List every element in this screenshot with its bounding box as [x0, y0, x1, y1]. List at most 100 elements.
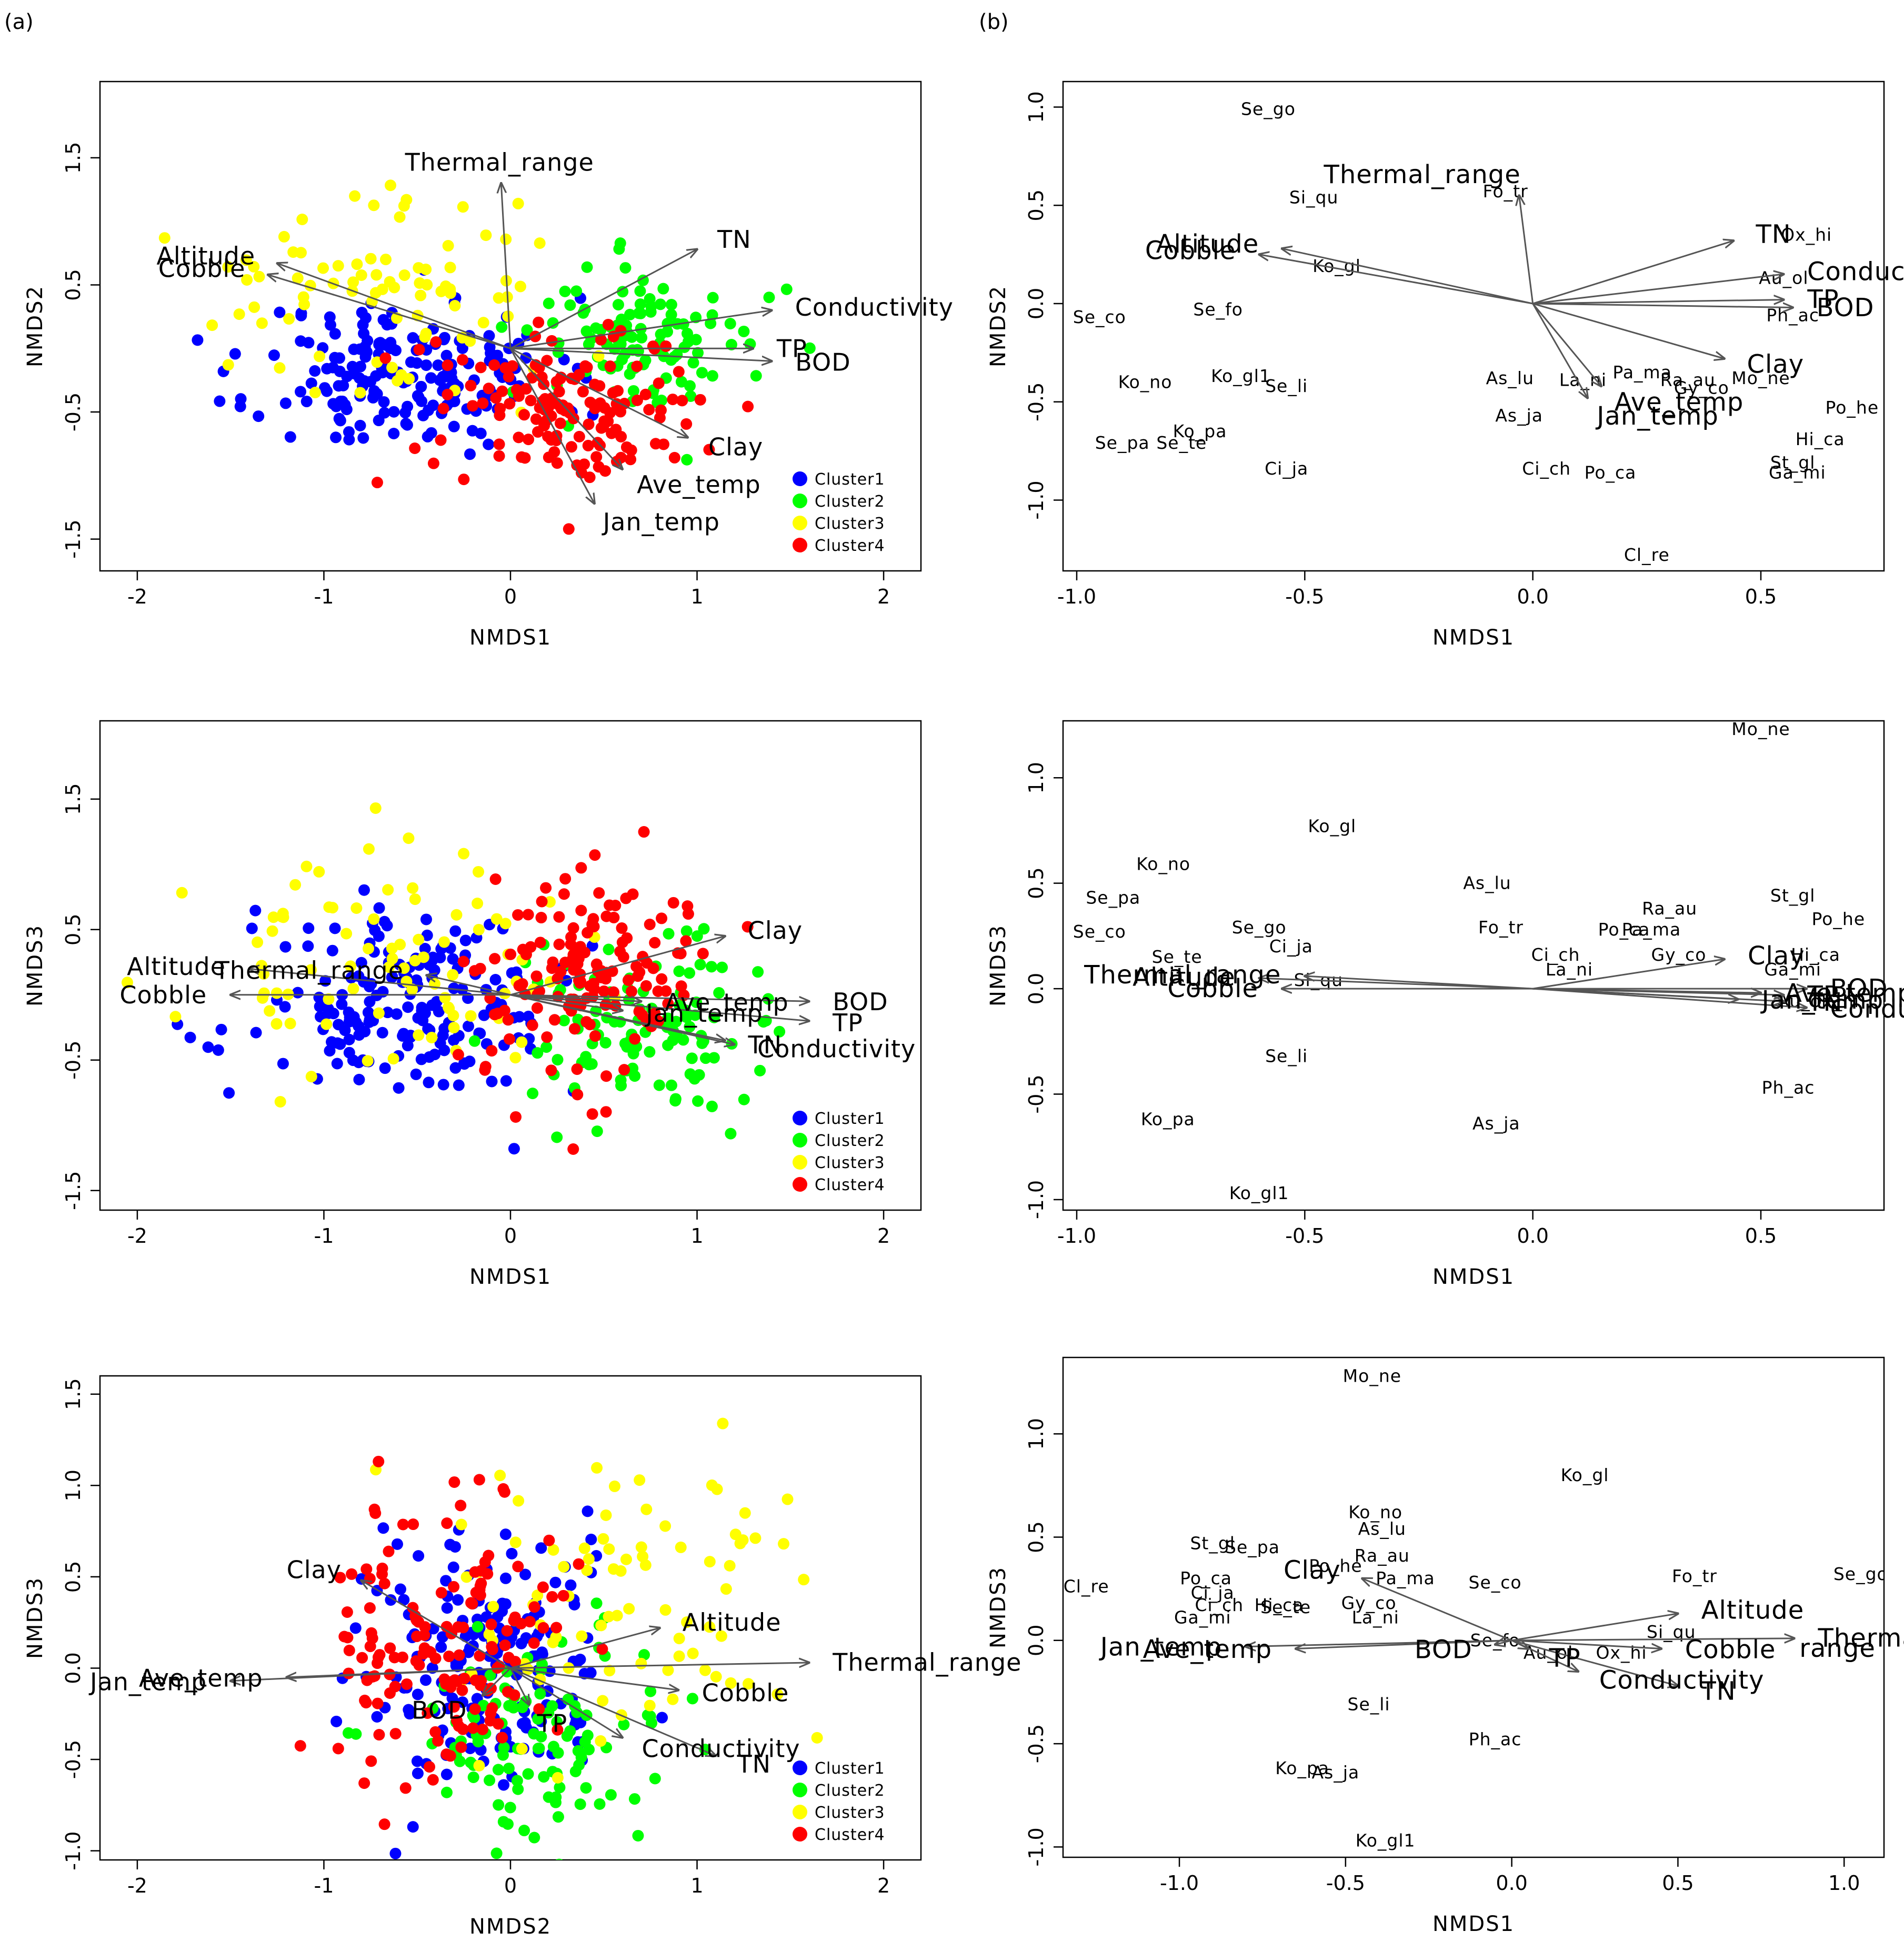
point-cluster4 — [367, 1671, 379, 1683]
point-cluster3 — [388, 281, 400, 294]
species-label-ox-hi: Ox_hi — [1808, 991, 1859, 1011]
point-cluster2 — [665, 309, 677, 321]
vector-tn — [510, 249, 697, 349]
y-tick-label: 0.5 — [62, 1561, 85, 1593]
point-cluster4 — [409, 442, 421, 454]
point-cluster1 — [335, 395, 347, 407]
point-cluster3 — [512, 197, 524, 209]
point-cluster3 — [444, 261, 456, 274]
point-cluster1 — [377, 1522, 389, 1534]
point-cluster4 — [541, 1031, 553, 1043]
point-cluster3 — [368, 199, 380, 212]
y-tick-label: -1.5 — [62, 520, 85, 559]
point-cluster2 — [662, 326, 674, 338]
point-cluster1 — [246, 922, 258, 934]
species-label-au-ol: Au_ol — [1759, 267, 1808, 288]
point-cluster2 — [686, 1693, 698, 1705]
point-cluster2 — [581, 261, 593, 273]
legend-label-cluster3: Cluster3 — [815, 515, 885, 533]
point-cluster1 — [353, 1073, 365, 1085]
vector-bod — [483, 1667, 512, 1695]
point-cluster1 — [444, 1538, 456, 1551]
point-cluster4 — [430, 336, 442, 348]
point-cluster4 — [452, 1049, 464, 1061]
point-cluster4 — [397, 1518, 409, 1531]
point-cluster2 — [644, 1710, 656, 1722]
point-cluster1 — [215, 1023, 227, 1035]
y-tick-label: 0.5 — [62, 914, 85, 945]
vector-thermal — [1511, 1638, 1795, 1641]
point-cluster4 — [365, 1755, 377, 1767]
point-cluster1 — [212, 1044, 224, 1056]
point-cluster4 — [524, 1616, 536, 1628]
point-cluster4 — [418, 1629, 430, 1641]
vector-label-cobble: Cobble — [1145, 236, 1236, 266]
point-cluster4 — [741, 921, 754, 933]
point-cluster2 — [624, 308, 636, 320]
point-cluster1 — [411, 1755, 423, 1767]
species-label-fo-tr: Fo_tr — [1672, 1566, 1717, 1586]
species-label-as-lu: As_lu — [1358, 1518, 1406, 1539]
vector-tp — [509, 1667, 529, 1704]
point-cluster3 — [552, 1772, 564, 1784]
vector-label-jan-temp: Jan_temp — [1760, 985, 1884, 1015]
legend-swatch-cluster3 — [793, 516, 807, 530]
point-cluster1 — [336, 998, 348, 1010]
point-cluster1 — [303, 922, 315, 934]
point-cluster1 — [355, 957, 367, 969]
point-cluster3 — [277, 908, 289, 920]
species-label-st-gl: St_gl — [1770, 452, 1816, 473]
point-cluster4 — [604, 360, 616, 373]
point-cluster4 — [432, 1735, 444, 1747]
species-label-se-co: Se_co — [1073, 921, 1126, 942]
species-label-se-pa: Se_pa — [1225, 1537, 1280, 1557]
vector-label-ave-temp: Ave_temp — [665, 988, 789, 1017]
point-cluster3 — [460, 1571, 473, 1583]
x-tick-label: 1 — [690, 1224, 703, 1247]
point-cluster2 — [522, 1768, 534, 1780]
point-cluster2 — [550, 1791, 562, 1803]
point-cluster4 — [486, 1045, 498, 1057]
point-cluster1 — [656, 1712, 668, 1724]
point-cluster1 — [405, 356, 417, 368]
species-label-ko-gl1: Ko_gl1 — [1356, 1830, 1416, 1851]
point-cluster4 — [467, 400, 479, 412]
legend-label-cluster4: Cluster4 — [815, 1826, 885, 1844]
point-cluster1 — [397, 1028, 409, 1040]
point-cluster2 — [546, 1700, 558, 1712]
point-cluster3 — [516, 1743, 528, 1755]
point-cluster2 — [528, 1728, 540, 1740]
point-cluster1 — [309, 365, 321, 377]
legend-swatch-cluster2 — [793, 1783, 807, 1797]
point-cluster4 — [656, 973, 668, 985]
point-cluster4 — [438, 1673, 450, 1685]
point-cluster1 — [382, 1007, 394, 1019]
point-cluster4 — [587, 978, 599, 990]
point-cluster2 — [547, 317, 559, 329]
point-cluster2 — [468, 1035, 480, 1047]
point-cluster4 — [581, 361, 593, 373]
y-tick-label: 1.0 — [1025, 762, 1048, 793]
x-tick-label: 0.5 — [1662, 1871, 1693, 1895]
point-cluster3 — [771, 1688, 784, 1701]
x-tick-label: -1.0 — [1160, 1871, 1199, 1895]
point-cluster3 — [412, 309, 424, 321]
species-label-ko-no: Ko_no — [1136, 854, 1190, 874]
point-cluster1 — [448, 420, 460, 432]
point-cluster1 — [486, 1075, 498, 1088]
point-cluster2 — [752, 966, 764, 978]
point-cluster3 — [640, 1503, 653, 1515]
point-cluster4 — [675, 948, 687, 960]
point-cluster2 — [693, 1069, 705, 1081]
point-cluster3 — [323, 901, 335, 913]
vector-label-tn: TN — [717, 225, 751, 254]
point-cluster1 — [353, 1057, 365, 1069]
point-cluster2 — [527, 1088, 539, 1100]
point-cluster4 — [389, 1728, 402, 1740]
point-cluster2 — [533, 1742, 545, 1754]
point-cluster3 — [739, 1507, 751, 1519]
point-cluster2 — [454, 1755, 466, 1767]
point-cluster2 — [590, 1597, 603, 1609]
point-cluster4 — [660, 340, 672, 353]
point-cluster3 — [662, 1664, 674, 1676]
